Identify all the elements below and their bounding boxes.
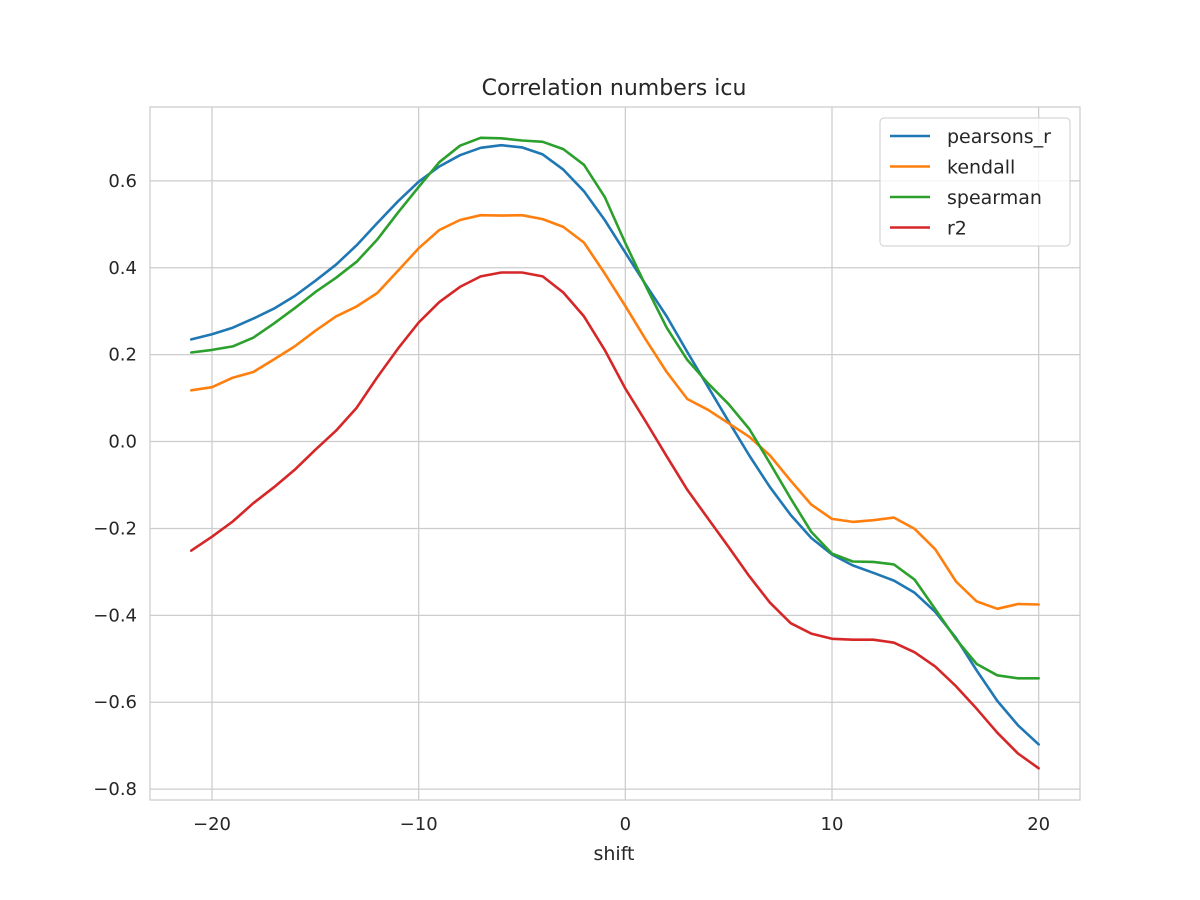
y-tick-label: 0.0: [108, 432, 137, 453]
y-tick-label: 0.2: [108, 345, 137, 366]
y-tick-label: −0.4: [93, 605, 137, 626]
plot-frame: [149, 106, 1081, 801]
legend-box: [879, 117, 1071, 247]
series-layer: [190, 136, 1040, 770]
y-tick-label: −0.2: [93, 518, 137, 539]
y-tick-label: −0.6: [93, 692, 137, 713]
x-tick-label: 0: [620, 814, 631, 835]
legend-label-pearsons-r: pearsons_r: [947, 126, 1051, 148]
chart-title: Correlation numbers icu: [482, 76, 747, 101]
legend-label-spearman: spearman: [947, 187, 1042, 209]
x-axis-label: shift: [593, 843, 634, 865]
x-tick-labels: −20 −10 0 10 20: [193, 814, 1050, 835]
series-line-pearsons-r: [190, 143, 1040, 746]
legend-label-r2: r2: [947, 218, 967, 240]
y-tick-label: 0.6: [108, 171, 137, 192]
y-tick-labels: 0.6 0.4 0.2 0.0 −0.2 −0.4 −0.6 −0.8: [93, 171, 137, 800]
legend-label-kendall: kendall: [947, 157, 1015, 179]
y-tick-label: 0.4: [108, 258, 137, 279]
x-tick-label: 20: [1027, 814, 1050, 835]
x-tick-label: −20: [193, 814, 231, 835]
x-tick-label: 10: [821, 814, 844, 835]
x-tick-label: −10: [400, 814, 438, 835]
series-line-spearman: [190, 136, 1040, 680]
y-tick-label: −0.8: [93, 779, 137, 800]
series-line-r2: [190, 271, 1040, 770]
series-line-kendall: [190, 213, 1040, 611]
